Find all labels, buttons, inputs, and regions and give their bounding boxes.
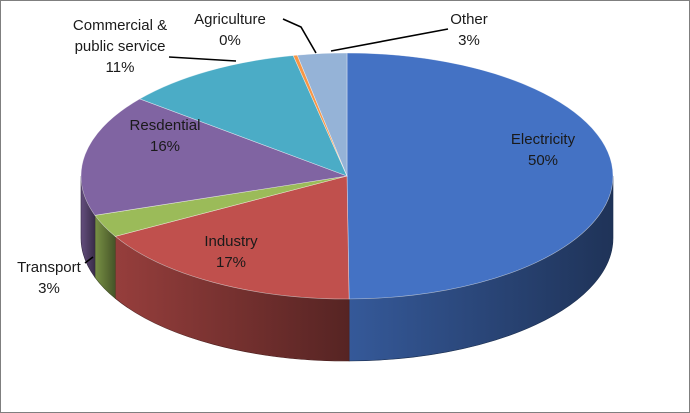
leader-lines [84,18,449,264]
leader-commercial-public-service [168,56,237,62]
slice-industry[interactable] [114,175,350,300]
slice-electricity[interactable] [346,52,614,300]
pie-slices [80,52,614,300]
label-commercial-public-service: Commercial & public service 11% [73,17,167,76]
leader-agriculture [282,18,317,54]
label-electricity: Electricity 50% [511,131,576,169]
leader-transport [84,256,94,264]
pie-sides [80,175,614,362]
label-agriculture: Agriculture 0% [194,11,266,49]
label-industry: Industry 17% [204,233,258,271]
leader-other [330,28,449,52]
slice-other[interactable] [296,52,348,177]
label-resdential: Resdential 16% [130,117,201,155]
data-labels: Electricity 50% Industry 17% Transport 3% Resd… [17,11,575,297]
slice-resdential[interactable] [80,98,349,216]
label-other: Other 3% [450,11,488,49]
label-transport: Transport 3% [17,259,81,297]
slice-commercial-public-service[interactable] [139,55,348,177]
